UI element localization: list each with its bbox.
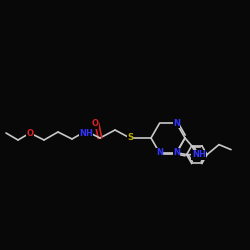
Text: O: O bbox=[92, 120, 98, 128]
Text: O: O bbox=[26, 128, 34, 138]
Text: S: S bbox=[127, 134, 133, 142]
Text: N: N bbox=[173, 119, 180, 128]
Text: NH: NH bbox=[79, 130, 93, 138]
Text: NH: NH bbox=[192, 150, 206, 159]
Text: N: N bbox=[156, 148, 163, 157]
Text: N: N bbox=[173, 148, 180, 157]
